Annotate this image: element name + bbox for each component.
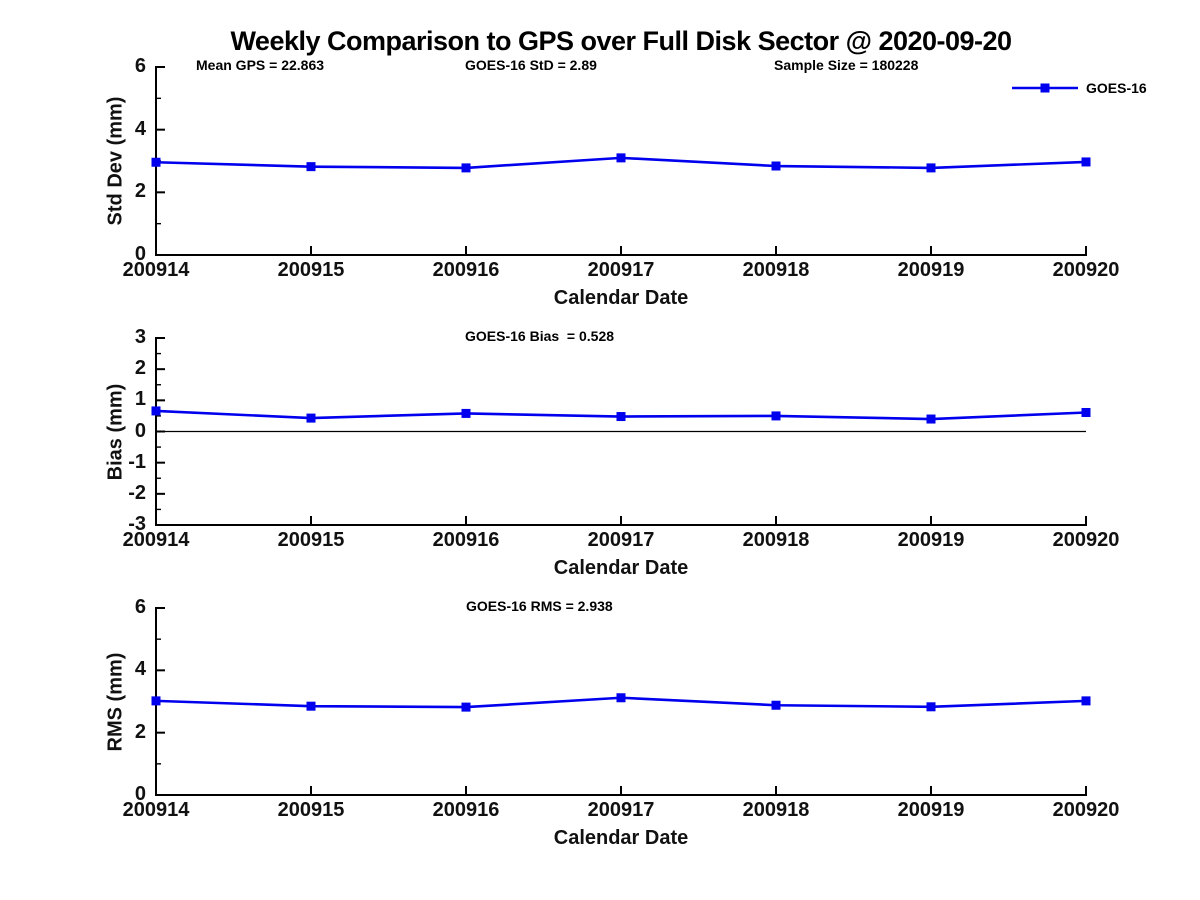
x-tick-label: 200916 [432,799,500,821]
legend-line-marker-icon [1012,83,1078,93]
data-point-marker [771,161,781,171]
x-tick-label: 200917 [587,529,655,551]
data-point-marker [771,411,781,421]
y-tick-label: 2 [134,357,146,380]
annotation-goes16-bias: GOES-16 Bias = 0.528 [465,328,615,344]
data-point-marker [306,701,316,711]
annotation-sample-size: Sample Size = 180228 [774,57,919,73]
x-tick-label: 200916 [432,529,500,551]
y-tick-label: 0 [134,419,146,442]
y-tick-label: 2 [134,720,146,743]
x-tick-label: 200919 [897,799,965,821]
annotation-goes16-rms: GOES-16 RMS = 2.938 [466,598,613,614]
data-point-marker [461,163,471,173]
subplot-2 [151,607,1091,796]
x-tick-label: 200917 [587,259,655,281]
legend: GOES-16 [1012,79,1147,97]
data-point-marker [926,163,936,173]
ylabel-std-dev: Std Dev (mm) [104,96,127,226]
x-tick-label: 200914 [122,529,190,551]
data-point-marker [151,696,161,706]
subplot-0 [151,66,1091,256]
x-tick-label: 200918 [742,529,810,551]
y-tick-label: 4 [134,658,146,681]
figure-title: Weekly Comparison to GPS over Full Disk … [230,26,1012,56]
data-point-marker [461,408,471,418]
x-tick-label: 200920 [1052,259,1120,281]
data-point-marker [926,702,936,712]
x-tick-label: 200918 [742,799,810,821]
y-tick-label: 4 [134,117,146,140]
y-tick-label: 6 [134,596,146,619]
data-point-marker [771,700,781,710]
x-tick-label: 200918 [742,259,810,281]
annotation-mean-gps: Mean GPS = 22.863 [196,57,325,73]
y-tick-label: -2 [128,481,146,504]
x-tick-label: 200919 [897,529,965,551]
data-point-marker [151,157,161,167]
data-point-marker [926,414,936,424]
y-tick-label: 0 [134,243,146,266]
y-tick-label: 6 [134,55,146,78]
data-point-marker [1081,157,1091,167]
data-point-marker [616,412,626,422]
x-tick-label: 200915 [277,799,345,821]
subplot-1 [151,337,1091,526]
y-tick-label: 1 [134,388,146,411]
data-point-marker [151,406,161,416]
x-tick-label: 200915 [277,259,345,281]
xlabel-calendar-date-middle: Calendar Date [553,557,689,579]
xlabel-calendar-date-bottom: Calendar Date [553,827,689,849]
y-tick-label: 2 [134,180,146,203]
annotation-goes16-std: GOES-16 StD = 2.89 [465,57,597,73]
legend-label: GOES-16 [1086,80,1147,96]
data-point-marker [616,153,626,163]
y-tick-label: -3 [128,513,146,536]
y-tick-label: -1 [128,450,146,473]
data-point-marker [1081,696,1091,706]
data-point-marker [306,162,316,172]
x-tick-label: 200919 [897,259,965,281]
x-tick-label: 200914 [122,799,190,821]
data-point-marker [1081,407,1091,417]
x-tick-label: 200920 [1052,799,1120,821]
y-tick-label: 3 [134,326,146,349]
x-tick-label: 200914 [122,259,190,281]
x-tick-label: 200915 [277,529,345,551]
data-point-marker [461,702,471,712]
xlabel-calendar-date-top: Calendar Date [553,287,689,309]
data-point-marker [616,693,626,703]
y-tick-label: 0 [134,783,146,806]
data-point-marker [306,413,316,423]
x-tick-label: 200917 [587,799,655,821]
x-tick-label: 200916 [432,259,500,281]
x-tick-label: 200920 [1052,529,1120,551]
